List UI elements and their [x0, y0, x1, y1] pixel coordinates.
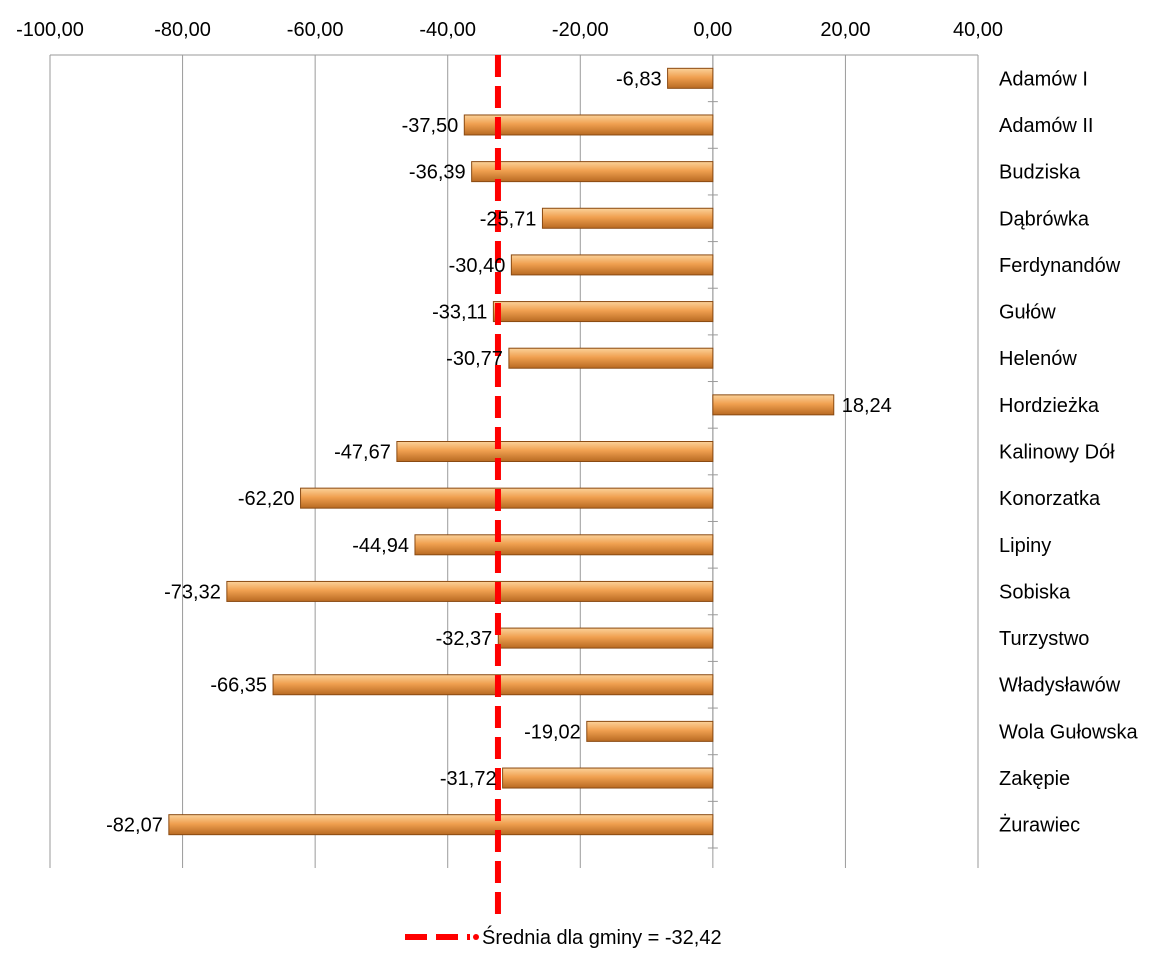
category-label: Helenów — [999, 348, 1077, 370]
category-label: Ferdynandów — [999, 255, 1121, 277]
category-label: Turzystwo — [999, 628, 1089, 650]
bar — [414, 534, 714, 556]
category-label: Adamów I — [999, 68, 1088, 90]
category-label: Dąbrówka — [999, 208, 1090, 230]
data-label: -73,32 — [164, 581, 221, 603]
x-tick-label: -100,00 — [16, 19, 84, 41]
data-label: -25,71 — [480, 208, 537, 230]
bar — [463, 114, 714, 136]
data-label: -30,40 — [449, 255, 506, 277]
data-label: -37,50 — [402, 115, 459, 137]
data-label: -62,20 — [238, 488, 295, 510]
category-label: Sobiska — [999, 581, 1071, 603]
bar — [272, 674, 714, 696]
category-label: Władysławów — [999, 675, 1121, 697]
data-label: -6,83 — [616, 68, 662, 90]
legend-swatch-dot — [473, 934, 479, 940]
category-label: Gułów — [999, 302, 1056, 324]
bar — [586, 720, 714, 742]
category-label: Lipiny — [999, 535, 1051, 557]
category-label: Zakępie — [999, 768, 1070, 790]
bar — [508, 347, 714, 369]
data-label: -33,11 — [432, 302, 487, 324]
category-label: Wola Gułowska — [999, 721, 1138, 743]
x-tick-label: -20,00 — [552, 19, 609, 41]
data-label: -66,35 — [210, 675, 267, 697]
category-label: Adamów II — [999, 115, 1093, 137]
labels: -6,83 Adamów I -37,50 Adamów II -36,39 Budzis… — [106, 68, 1138, 836]
bar — [396, 441, 714, 462]
x-axis: -100,00 -80,00 -60,00 -40,00 -20,00 0,00 20,00… — [16, 19, 1003, 849]
data-label: -30,77 — [446, 348, 503, 370]
data-label: -19,02 — [524, 721, 581, 743]
bar — [471, 161, 714, 183]
bars — [168, 67, 835, 836]
x-tick-label: 40,00 — [953, 19, 1003, 41]
bar — [541, 207, 714, 229]
category-label: Hordzieżka — [999, 395, 1100, 417]
data-label: -47,67 — [334, 442, 391, 464]
x-tick-label: 0,00 — [693, 19, 732, 41]
bar — [667, 67, 714, 89]
bar — [492, 301, 714, 323]
bar — [226, 580, 714, 602]
bar — [300, 487, 714, 509]
category-label: Żurawiec — [999, 814, 1080, 837]
data-label: -36,39 — [409, 162, 466, 184]
data-label: -32,37 — [436, 628, 493, 650]
data-label: -82,07 — [106, 815, 163, 837]
data-label: -31,72 — [440, 768, 497, 790]
category-label: Kalinowy Dół — [999, 442, 1115, 464]
data-label: 18,24 — [842, 395, 892, 417]
x-tick-label: 20,00 — [820, 19, 870, 41]
x-tick-label: -60,00 — [287, 19, 344, 41]
x-tick-label: -80,00 — [154, 19, 211, 41]
legend-label: Średnia dla gminy = -32,42 — [482, 925, 722, 949]
x-tick-label: -40,00 — [419, 19, 476, 41]
data-label: -44,94 — [352, 535, 409, 557]
bar — [168, 814, 714, 836]
legend: Średnia dla gminy = -32,42 — [405, 925, 722, 949]
bar — [510, 254, 714, 276]
bar — [502, 767, 714, 789]
bar — [712, 394, 835, 416]
bar — [497, 627, 714, 649]
category-label: Konorzatka — [999, 488, 1101, 510]
category-label: Budziska — [999, 162, 1081, 184]
